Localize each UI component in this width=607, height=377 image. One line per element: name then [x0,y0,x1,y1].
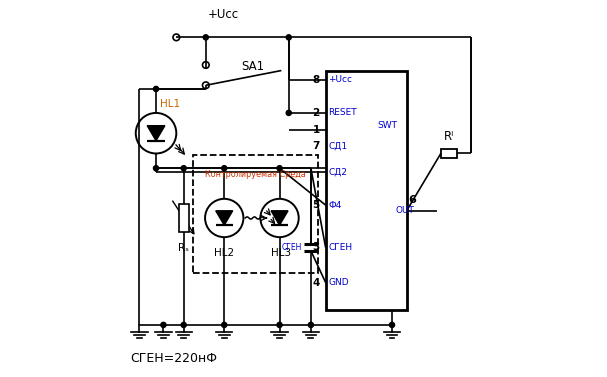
Text: СД1: СД1 [328,142,347,150]
Circle shape [286,110,291,115]
Circle shape [277,322,282,328]
Text: СГЕН: СГЕН [328,243,352,252]
Text: SWT: SWT [377,121,397,130]
Text: 2: 2 [313,108,320,118]
Text: +Ucc: +Ucc [208,8,239,21]
Text: СГЕН: СГЕН [282,243,302,252]
Text: СД2: СД2 [328,167,347,176]
Text: CГЕН=220нФ: CГЕН=220нФ [131,352,217,365]
Text: 1: 1 [313,124,320,135]
Text: RESET: RESET [328,109,357,117]
Text: Контролируемая Среда: Контролируемая Среда [205,170,306,179]
Text: HL2: HL2 [214,248,234,258]
Circle shape [161,322,166,328]
Text: OUT: OUT [396,206,415,215]
Circle shape [181,166,186,171]
Circle shape [308,322,313,328]
Text: Rₛ: Rₛ [178,243,189,253]
Circle shape [203,35,208,40]
Text: 7: 7 [313,141,320,151]
Text: HL3: HL3 [271,248,291,258]
Circle shape [154,86,158,92]
Text: GND: GND [328,278,349,287]
Circle shape [181,322,186,328]
Text: 8: 8 [313,75,320,85]
Text: Ф4: Ф4 [328,201,342,210]
Circle shape [277,166,282,171]
Circle shape [222,322,227,328]
Bar [178,204,189,232]
Text: 5: 5 [313,200,320,210]
Circle shape [154,166,158,171]
Bar [441,149,458,158]
Circle shape [286,35,291,40]
Text: +Ucc: +Ucc [328,75,352,84]
Polygon shape [271,211,288,225]
Bar [325,70,407,310]
Text: SA1: SA1 [241,60,264,74]
Text: Rᴵ: Rᴵ [444,130,454,143]
Polygon shape [215,211,232,225]
Text: 6: 6 [409,195,416,205]
Bar [193,155,318,273]
Polygon shape [147,126,165,141]
Text: HL1: HL1 [160,99,180,109]
Text: 4: 4 [313,277,320,288]
Circle shape [222,166,227,171]
Text: 3: 3 [313,242,320,253]
Circle shape [390,322,395,328]
